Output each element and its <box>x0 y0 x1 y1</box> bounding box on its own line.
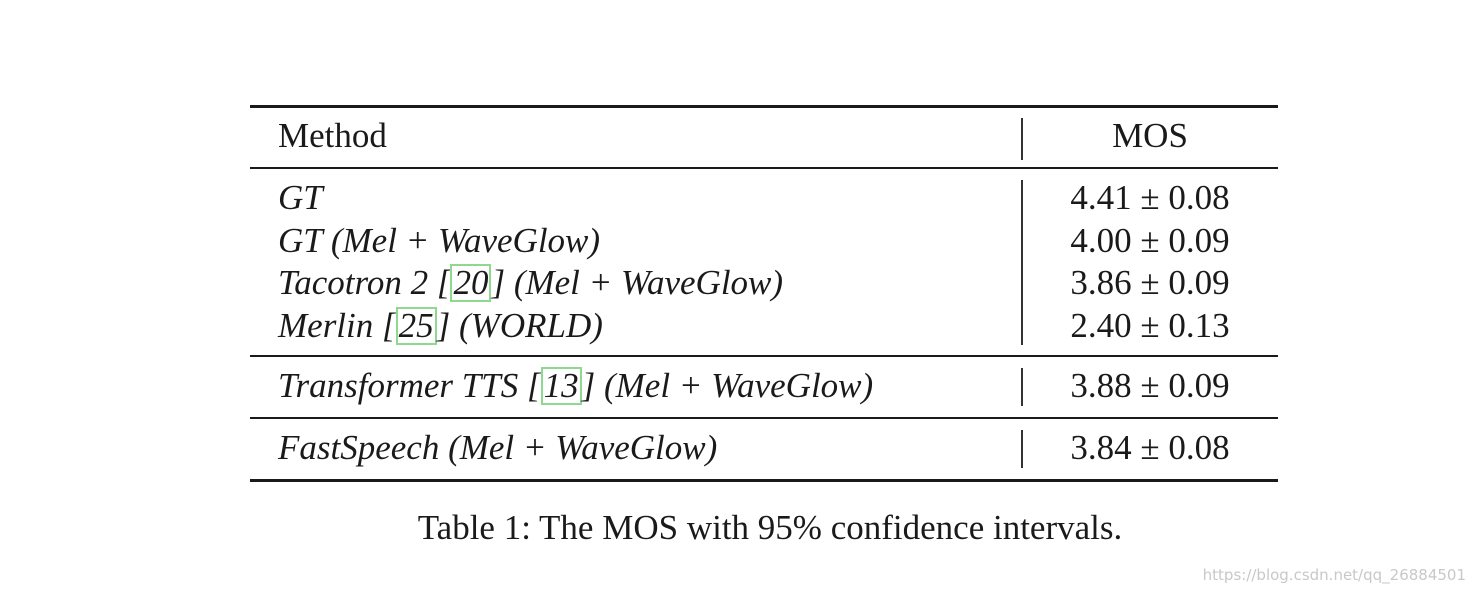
method-text: Merlin [ <box>278 305 396 345</box>
watermark: https://blog.csdn.net/qq_26884501 <box>1202 566 1466 584</box>
method-cell: Transformer TTS [13] (Mel + WaveGlow) <box>278 365 873 407</box>
method-cell: Merlin [25] (WORLD) <box>278 305 603 347</box>
group-rule <box>250 417 1278 419</box>
method-cell: FastSpeech (Mel + WaveGlow) <box>278 428 718 467</box>
method-cell: Tacotron 2 [20] (Mel + WaveGlow) <box>278 262 783 304</box>
mos-cell: 3.86 ± 0.09 <box>1070 263 1230 302</box>
citation: 13 <box>540 367 582 405</box>
bottom-rule <box>250 479 1278 482</box>
mos-cell: 3.88 ± 0.09 <box>1070 366 1230 405</box>
mos-cell: 4.00 ± 0.09 <box>1070 220 1230 260</box>
column-separator <box>1021 118 1023 160</box>
mos-cell: 2.40 ± 0.13 <box>1070 305 1230 345</box>
citation: 25 <box>395 306 437 345</box>
caption: Table 1: The MOS with 95% confidence int… <box>417 508 1123 547</box>
citation: 20 <box>450 264 492 302</box>
column-separator <box>1021 430 1023 468</box>
method-cell: GT <box>278 178 323 217</box>
mos-cell: 4.41 ± 0.08 <box>1070 178 1230 217</box>
method-text: ] (Mel + WaveGlow) <box>581 366 874 405</box>
header-rule <box>250 167 1278 169</box>
method-text: Transformer TTS [ <box>278 366 541 405</box>
mos-cell: 3.84 ± 0.08 <box>1070 428 1230 467</box>
method-cell: GT (Mel + WaveGlow) <box>278 220 601 260</box>
top-rule <box>250 105 1278 108</box>
method-text: Tacotron 2 [ <box>278 263 451 302</box>
method-text: ] (WORLD) <box>436 305 603 345</box>
group-rule <box>250 355 1278 357</box>
header-cell: MOS <box>1112 116 1188 155</box>
header-cell: Method <box>278 116 387 155</box>
column-separator <box>1021 368 1023 406</box>
method-text: ] (Mel + WaveGlow) <box>491 263 784 302</box>
column-separator <box>1021 180 1023 345</box>
